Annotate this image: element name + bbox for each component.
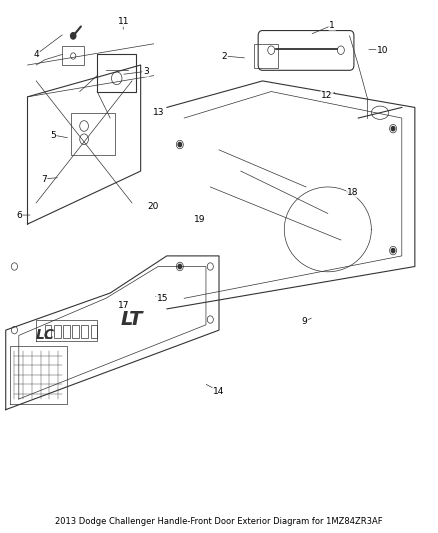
Bar <box>71 113 115 155</box>
Text: 19: 19 <box>194 215 205 224</box>
Bar <box>254 44 278 68</box>
Text: 13: 13 <box>153 108 165 117</box>
Text: 3: 3 <box>143 67 149 76</box>
Text: 15: 15 <box>157 294 168 303</box>
Bar <box>54 325 60 338</box>
Text: 6: 6 <box>16 211 21 220</box>
Text: 10: 10 <box>377 46 389 55</box>
Bar <box>72 325 79 338</box>
Text: 18: 18 <box>347 188 359 197</box>
Text: 17: 17 <box>118 301 130 310</box>
Text: 12: 12 <box>321 91 332 100</box>
Circle shape <box>178 142 182 147</box>
Text: 1: 1 <box>329 21 335 30</box>
Text: 9: 9 <box>301 317 307 326</box>
Circle shape <box>391 248 395 253</box>
Text: 5: 5 <box>50 131 56 140</box>
Text: 2: 2 <box>222 52 227 61</box>
Circle shape <box>178 264 182 269</box>
Circle shape <box>391 126 395 131</box>
Text: 2013 Dodge Challenger Handle-Front Door Exterior Diagram for 1MZ84ZR3AF: 2013 Dodge Challenger Handle-Front Door … <box>55 518 383 526</box>
Text: 20: 20 <box>147 202 159 211</box>
Text: 14: 14 <box>213 386 225 395</box>
Text: LC: LC <box>35 328 54 342</box>
Text: 11: 11 <box>117 17 129 26</box>
Bar <box>45 325 51 338</box>
Circle shape <box>71 33 76 39</box>
Bar <box>63 325 70 338</box>
Bar <box>81 325 88 338</box>
Text: LT: LT <box>121 310 143 329</box>
Bar <box>97 54 136 92</box>
Bar <box>91 325 97 338</box>
Text: 4: 4 <box>33 50 39 59</box>
Text: 7: 7 <box>41 174 46 183</box>
Bar <box>62 46 84 65</box>
